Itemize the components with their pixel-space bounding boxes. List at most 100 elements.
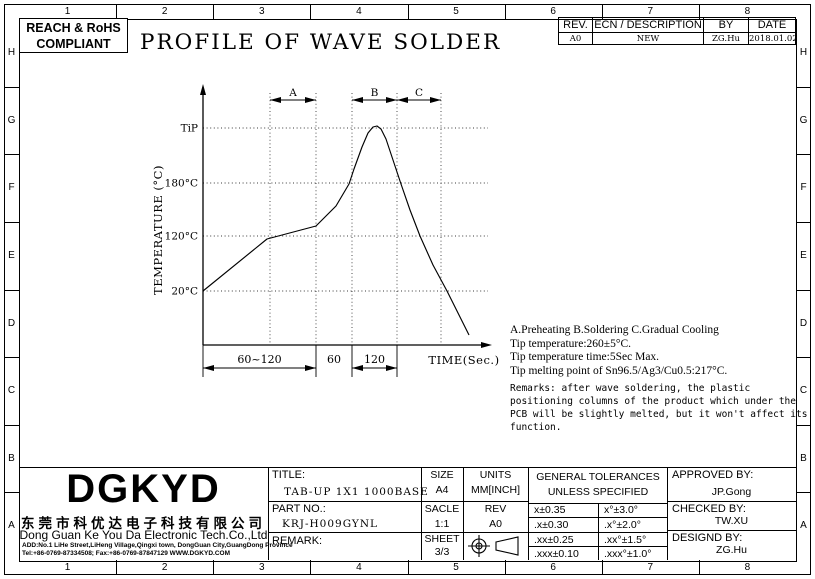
- remarks-line: function.: [510, 422, 562, 433]
- border-col-label-bottom: 4: [356, 562, 362, 573]
- chart-canvas: TiP 180°C 120°C 20°C TEMPERATURE (°C) TIME(Se…: [151, 84, 499, 377]
- border-col-label-top: 3: [259, 6, 265, 17]
- border-row-label-left: G: [7, 114, 16, 126]
- time-segment-label: 60~120: [237, 353, 281, 366]
- tolerance-linear: .xx±0.25: [534, 534, 574, 546]
- remarks-paragraph: Remarks: after wave soldering, the plast…: [510, 382, 808, 434]
- arrowhead-icon: [305, 365, 316, 371]
- remarks-line: positioning columns of the product which…: [510, 396, 796, 407]
- border-tick: [213, 4, 215, 19]
- by-header: BY: [703, 17, 749, 33]
- temperature-curve: [202, 125, 470, 336]
- border-col-label-top: 8: [744, 6, 751, 17]
- rev-header: REV.: [558, 17, 593, 33]
- tolerance-linear: .xxx±0.10: [534, 548, 579, 560]
- border-row-label-left: C: [7, 385, 16, 397]
- border-tick: [4, 424, 19, 426]
- y-tick-label: 180°C: [165, 178, 198, 190]
- tolerances-header-line1: GENERAL TOLERANCES: [536, 471, 660, 483]
- rev-label: REV: [484, 503, 507, 515]
- arrowhead-icon: [200, 84, 206, 95]
- y-tick-label: TiP: [181, 123, 198, 135]
- divider: [528, 467, 529, 560]
- divider: [667, 501, 796, 502]
- border-row-label-right: E: [800, 249, 807, 261]
- process-notes: A.Preheating B.Soldering C.Gradual Cooli…: [510, 324, 796, 378]
- border-row-label-right: F: [800, 182, 807, 194]
- arrowhead-icon: [203, 365, 214, 371]
- checked-by-name: TW.XU: [714, 515, 749, 527]
- border-tick: [796, 424, 811, 426]
- divider: [528, 532, 667, 533]
- x-axis-title: TIME(Sec.): [428, 353, 499, 367]
- company-address: ADD:No.1 LiHe Street,LiHeng Village,Qing…: [22, 542, 293, 549]
- border-tick: [407, 4, 409, 19]
- border-tick: [601, 4, 603, 19]
- time-segment-label: 120: [364, 353, 385, 366]
- border-tick: [310, 4, 312, 19]
- wave-solder-profile-chart: TiP 180°C 120°C 20°C TEMPERATURE (°C) TIME(Se…: [140, 70, 520, 400]
- time-segment-label: 60: [327, 353, 341, 366]
- revision-table-row: A0 NEW ZG.Hu 2018.01.02: [558, 32, 796, 45]
- part-no-value: KRJ-H009GYNL: [282, 518, 378, 530]
- note-tip-temperature: Tip temperature:260±5°C.: [510, 337, 632, 350]
- company-contact: Tel:+86-0769-87334508; Fax:+86-0769-8784…: [22, 550, 230, 557]
- border-tick: [4, 221, 19, 223]
- divider: [667, 530, 796, 531]
- border-tick: [4, 86, 19, 88]
- border-tick: [213, 560, 215, 575]
- part-no-label: PART NO.:: [272, 503, 326, 515]
- border-row-label-right: C: [799, 385, 808, 397]
- border-tick: [601, 560, 603, 575]
- divider: [268, 532, 528, 533]
- divider: [268, 467, 269, 560]
- divider: [528, 517, 667, 518]
- border-col-label-top: 7: [647, 6, 654, 17]
- border-row-label-right: D: [799, 317, 808, 329]
- zone-label: B: [371, 87, 379, 99]
- scale-value: 1:1: [434, 518, 450, 530]
- revision-table-header-row: REV. ECN / DESCRIPTION BY DATE: [558, 17, 796, 33]
- y-tick-label: 20°C: [171, 286, 198, 298]
- note-tip-time: Tip temperature time:5Sec Max.: [510, 351, 660, 363]
- tolerance-linear: .x±0.30: [534, 519, 569, 531]
- tolerance-angular: .xxx°±1.0°: [604, 548, 652, 560]
- border-col-label-bottom: 5: [453, 562, 459, 573]
- designed-by-label: DESIGND BY:: [672, 532, 743, 544]
- y-tick-label: 120°C: [165, 231, 198, 243]
- checked-by-label: CHECKED BY:: [672, 503, 746, 515]
- ecn-description-header: ECN / DESCRIPTION: [592, 17, 704, 33]
- date-value: 2018.01.02: [748, 32, 796, 45]
- note-melting-point: Tip melting point of Sn96.5/Ag3/Cu0.5:21…: [510, 364, 728, 377]
- arrowhead-icon: [430, 97, 441, 103]
- compliance-line2: COMPLIANT: [36, 37, 111, 51]
- border-col-label-top: 2: [161, 6, 168, 17]
- remark-label: REMARK:: [272, 535, 323, 547]
- remarks-line: PCB will be slightly melted, but it won'…: [510, 409, 808, 420]
- divider: [667, 467, 668, 560]
- rev-value: A0: [558, 32, 593, 45]
- revision-table: REV. ECN / DESCRIPTION BY DATE A0 NEW ZG…: [558, 17, 796, 45]
- divider: [268, 501, 528, 502]
- company-logo: DGKYD: [66, 467, 221, 511]
- border-tick: [4, 492, 19, 494]
- border-col-label-bottom: 3: [259, 562, 265, 573]
- border-col-label-bottom: 1: [64, 562, 71, 573]
- tolerances-header-line2: UNLESS SPECIFIED: [547, 486, 649, 498]
- border-tick: [116, 4, 118, 19]
- border-row-label-right: A: [800, 520, 807, 532]
- border-tick: [796, 357, 811, 359]
- divider: [528, 503, 667, 504]
- arrowhead-icon: [397, 97, 408, 103]
- border-row-label-right: G: [799, 114, 808, 126]
- border-row-label-left: B: [8, 452, 15, 464]
- border-tick: [796, 221, 811, 223]
- third-angle-projection-icon: [468, 535, 519, 557]
- compliance-stamp: REACH & RoHS COMPLIANT: [19, 18, 128, 53]
- border-col-label-bottom: 8: [744, 562, 751, 573]
- date-header: DATE: [748, 17, 796, 33]
- tolerance-angular: x°±3.0°: [604, 504, 639, 516]
- scale-label: SACLE: [424, 503, 460, 515]
- arrowhead-icon: [352, 365, 363, 371]
- tolerances-header: GENERAL TOLERANCES UNLESS SPECIFIED: [529, 470, 667, 500]
